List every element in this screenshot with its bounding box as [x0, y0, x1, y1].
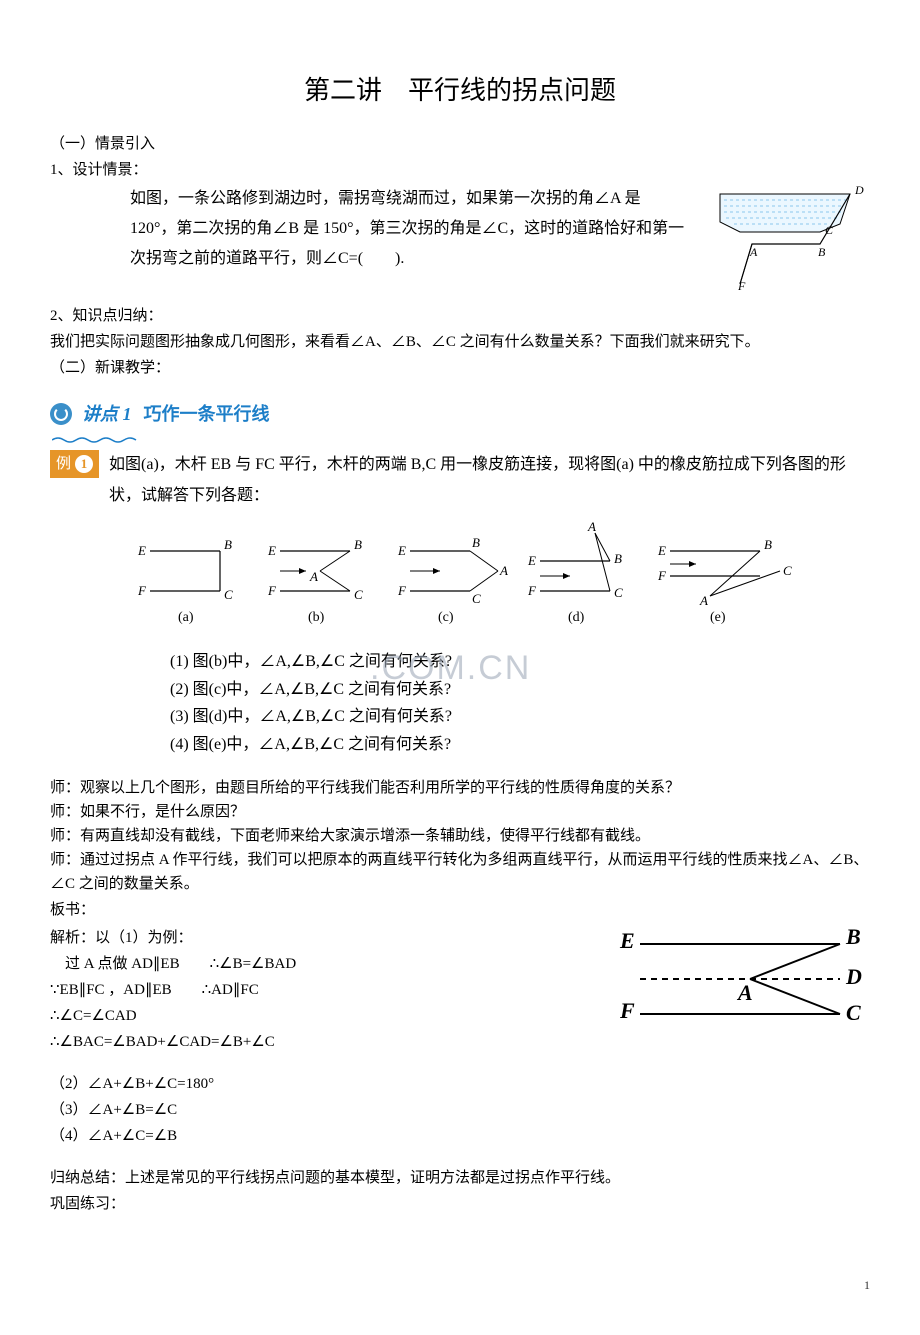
svg-text:E: E — [267, 543, 276, 558]
svg-text:F: F — [657, 568, 667, 583]
svg-text:C: C — [783, 563, 792, 578]
svg-text:C: C — [846, 1000, 861, 1025]
banshu: 板书： — [50, 898, 870, 922]
ans-4: （4）∠A+∠C=∠B — [50, 1124, 870, 1148]
ans-3: （3）∠A+∠B=∠C — [50, 1098, 870, 1122]
intro-text: 如图，一条公路修到湖边时，需拐弯绕湖而过，如果第一次拐的角∠A 是 120°，第… — [130, 184, 690, 275]
svg-text:B: B — [614, 551, 622, 566]
svg-text:D: D — [845, 964, 862, 989]
svg-text:B: B — [818, 245, 826, 259]
svg-text:F: F — [137, 583, 147, 598]
svg-text:B: B — [845, 924, 861, 949]
ans-2: （2）∠A+∠B+∠C=180° — [50, 1072, 870, 1096]
svg-text:D: D — [854, 184, 864, 197]
analysis-2: ∵EB∥FC ，AD∥EB ∴AD∥FC — [50, 978, 590, 1002]
road-figure: D C B A F — [700, 184, 870, 302]
svg-text:F: F — [267, 583, 277, 598]
svg-text:A: A — [587, 521, 596, 534]
analysis-0: 解析：以（1）为例： — [50, 926, 590, 950]
svg-text:E: E — [527, 553, 536, 568]
stripe-label-1: 讲点 1 — [82, 400, 132, 429]
svg-text:A: A — [699, 593, 708, 608]
page-title: 第二讲 平行线的拐点问题 — [50, 70, 870, 112]
section-2-heading: （二）新课教学： — [50, 356, 870, 380]
example-badge-num: 1 — [75, 455, 93, 473]
dialog-1: 师：观察以上几个图形，由题目所给的平行线我们能否利用所学的平行线的性质得角度的关… — [50, 776, 870, 800]
svg-text:F: F — [737, 279, 746, 293]
subq-2: (2) 图(c)中，∠A,∠B,∠C 之间有何关系? — [170, 677, 870, 703]
analysis-1: 过 A 点做 AD∥EB ∴∠B=∠BAD — [50, 952, 590, 976]
example-badge-text: 例 — [56, 452, 71, 476]
svg-text:(c): (c) — [438, 610, 454, 625]
svg-text:E: E — [397, 543, 406, 558]
dialog-3: 师：有两直线却没有截线，下面老师来给大家演示增添一条辅助线，使得平行线都有截线。 — [50, 824, 870, 848]
dialog-2: 师：如果不行，是什么原因？ — [50, 800, 870, 824]
svg-text:B: B — [764, 537, 772, 552]
dialog-4: 师：通过过拐点 A 作平行线，我们可以把原本的两直线平行转化为多组两直线平行，从… — [50, 848, 870, 896]
topic-stripe: 讲点 1 巧作一条平行线 — [50, 400, 870, 429]
svg-text:C: C — [224, 587, 233, 602]
stripe-label-2: 巧作一条平行线 — [144, 400, 270, 429]
svg-text:C: C — [825, 223, 834, 237]
section-1-heading: （一）情景引入 — [50, 132, 870, 156]
subq-4: (4) 图(e)中，∠A,∠B,∠C 之间有何关系? — [170, 732, 870, 758]
svg-text:(a): (a) — [178, 610, 194, 625]
svg-text:(d): (d) — [568, 610, 585, 625]
example-badge: 例 1 — [50, 450, 99, 478]
section-1-2: 2、知识点归纳： — [50, 304, 870, 328]
svg-text:B: B — [224, 537, 232, 552]
svg-text:C: C — [472, 591, 481, 606]
analysis-4: ∴∠BAC=∠BAD+∠CAD=∠B+∠C — [50, 1030, 590, 1054]
svg-text:(b): (b) — [308, 610, 325, 625]
section-1-1: 1、设计情景： — [50, 158, 870, 182]
svg-text:B: B — [354, 537, 362, 552]
svg-text:A: A — [749, 245, 758, 259]
svg-text:E: E — [619, 928, 635, 953]
figures-abcde: E B F C (a) E B F C A (b) E B F C A (c) — [50, 521, 870, 639]
analysis-3: ∴∠C=∠CAD — [50, 1004, 590, 1028]
magnifier-icon — [50, 403, 72, 425]
summary: 归纳总结：上述是常见的平行线拐点问题的基本模型，证明方法都是过拐点作平行线。 — [50, 1166, 870, 1190]
page-number: 1 — [50, 1276, 870, 1295]
practice: 巩固练习： — [50, 1192, 870, 1216]
section-1-2-text: 我们把实际问题图形抽象成几何图形，来看看∠A、∠B、∠C 之间有什么数量关系？下… — [50, 330, 870, 354]
svg-text:F: F — [619, 998, 635, 1023]
subq-1: (1) 图(b)中，∠A,∠B,∠C 之间有何关系? — [170, 649, 870, 675]
svg-text:A: A — [309, 569, 318, 584]
svg-text:E: E — [657, 543, 666, 558]
analysis-figure: E B F C A D — [610, 924, 870, 1042]
svg-text:C: C — [354, 587, 363, 602]
svg-text:E: E — [137, 543, 146, 558]
svg-text:A: A — [736, 980, 753, 1005]
svg-text:A: A — [499, 563, 508, 578]
wavy-underline — [52, 436, 870, 444]
svg-text:F: F — [397, 583, 407, 598]
svg-text:(e): (e) — [710, 610, 726, 625]
svg-text:F: F — [527, 583, 537, 598]
svg-text:C: C — [614, 585, 623, 600]
example-1-text: 如图(a)，木杆 EB 与 FC 平行，木杆的两端 B,C 用一橡皮筋连接，现将… — [109, 450, 870, 511]
svg-text:B: B — [472, 535, 480, 550]
subq-3: (3) 图(d)中，∠A,∠B,∠C 之间有何关系? — [170, 704, 870, 730]
